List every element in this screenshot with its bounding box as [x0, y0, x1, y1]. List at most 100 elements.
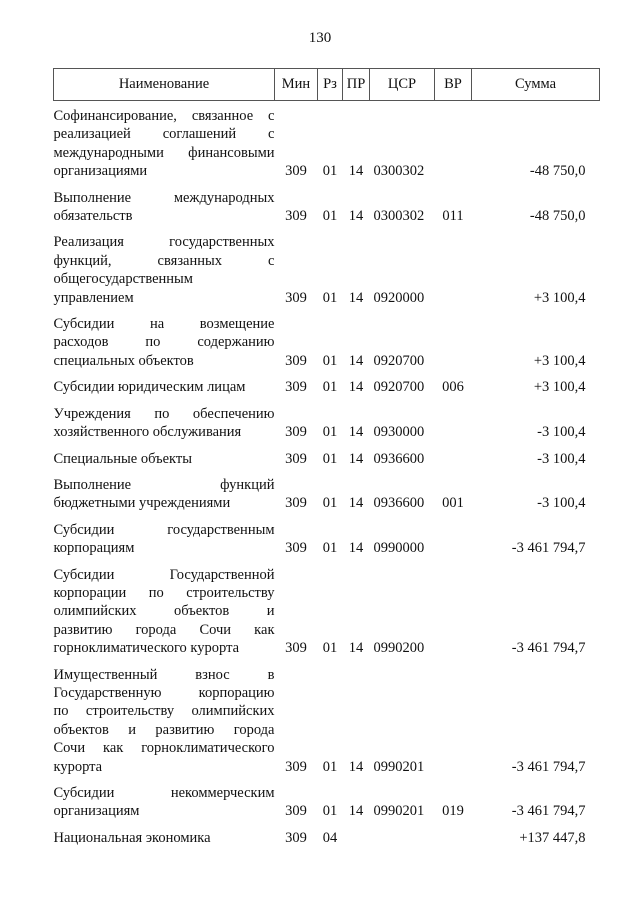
- cell-rz: 01: [322, 495, 338, 512]
- table-row: Имущественный взнос в Государственную кор…: [54, 660, 600, 778]
- row-name-line: горноклиматического курорта: [53, 640, 240, 657]
- row-name-line: обязательств: [53, 208, 133, 225]
- header-sum: Сумма: [471, 68, 600, 101]
- cell-min: 309: [285, 379, 307, 396]
- cell-sum: -48 750,0: [529, 163, 586, 180]
- table-row: Субсидии на возмещение расходов по содерж…: [54, 309, 600, 372]
- row-name-line: Учреждения по обеспечению: [53, 405, 275, 422]
- row-name-line: Субсидии государственным: [53, 521, 275, 538]
- cell-rz: 04: [322, 829, 338, 846]
- row-name-line: международными финансовыми: [53, 144, 275, 161]
- cell-pr: 14: [348, 352, 364, 369]
- row-name: Специальные объекты: [54, 444, 275, 470]
- row-name-line: Специальные объекты: [53, 450, 193, 467]
- cell-min: 309: [285, 495, 307, 512]
- cell-rz: 01: [322, 424, 338, 441]
- cell-pr: 14: [348, 424, 364, 441]
- cell-min: 309: [285, 208, 307, 225]
- header-pr: ПР: [342, 68, 370, 101]
- cell-min: 309: [285, 803, 307, 820]
- cell-csr: 0936600: [373, 495, 425, 512]
- row-name-line: функций, связанных с: [53, 252, 275, 269]
- cell-sum: -3 461 794,7: [511, 803, 586, 820]
- row-name: Имущественный взнос в Государственную кор…: [54, 660, 275, 778]
- row-name: Выполнение функций бюджетными учреждениям…: [54, 470, 275, 515]
- row-name-line: корпорациям: [53, 540, 135, 557]
- cell-csr: 0930000: [373, 424, 425, 441]
- row-name-line: Национальная экономика: [53, 829, 211, 846]
- cell-sum: +3 100,4: [533, 379, 586, 396]
- row-name-line: бюджетными учреждениями: [53, 495, 231, 512]
- cell-pr: 14: [348, 803, 364, 820]
- cell-csr: 0936600: [373, 450, 425, 467]
- header-name: Наименование: [53, 68, 275, 101]
- cell-rz: 01: [322, 803, 338, 820]
- row-name-line: Выполнение функций: [53, 476, 275, 493]
- cell-sum: -3 100,4: [537, 495, 586, 512]
- row-name: Субсидии Государственной корпорации по ст…: [54, 560, 275, 660]
- row-name-line: общегосударственным: [53, 271, 193, 288]
- table-row: Субсидии юридическим лицам 309 01 14 0920700…: [54, 372, 600, 398]
- cell-sum: -3 100,4: [537, 424, 586, 441]
- cell-csr: 0990000: [373, 540, 425, 557]
- table-row: Выполнение международных обязательств 309 0…: [54, 183, 600, 228]
- cell-csr: 0920700: [373, 379, 425, 396]
- cell-rz: 01: [322, 208, 338, 225]
- row-name: Выполнение международных обязательств: [54, 183, 275, 228]
- row-name-line: Реализация государственных: [53, 234, 275, 251]
- cell-min: 309: [285, 640, 307, 657]
- cell-csr: 0990200: [373, 640, 425, 657]
- cell-rz: 01: [322, 450, 338, 467]
- cell-rz: 01: [322, 640, 338, 657]
- cell-vr: [435, 515, 472, 560]
- row-name: Субсидии юридическим лицам: [54, 372, 275, 398]
- row-name-line: организациям: [53, 803, 140, 820]
- row-name: Учреждения по обеспечению хозяйственного …: [54, 399, 275, 444]
- table-row: Учреждения по обеспечению хозяйственного …: [54, 399, 600, 444]
- cell-pr: 14: [348, 450, 364, 467]
- row-name-line: по строительству олимпийских: [53, 703, 275, 720]
- cell-csr: 0990201: [373, 758, 425, 775]
- row-name-line: расходов по содержанию: [53, 334, 275, 351]
- row-name: Софинансирование, связанное с реализацией…: [54, 101, 275, 183]
- row-name-line: Софинансирование, связанное с: [53, 108, 275, 124]
- cell-vr: [435, 399, 472, 444]
- cell-sum: +3 100,4: [533, 289, 586, 306]
- table-row: Субсидии государственным корпорациям 309 01…: [54, 515, 600, 560]
- table-row: Выполнение функций бюджетными учреждениям…: [54, 470, 600, 515]
- row-name-line: хозяйственного обслуживания: [53, 424, 242, 441]
- cell-vr: [435, 823, 472, 849]
- table-row: Субсидии некоммерческим организациям 309 01…: [54, 778, 600, 823]
- cell-min: 309: [285, 352, 307, 369]
- cell-csr: [370, 823, 435, 849]
- cell-sum: -3 461 794,7: [511, 640, 586, 657]
- cell-rz: 01: [322, 540, 338, 557]
- cell-rz: 01: [322, 758, 338, 775]
- page-number: 130: [308, 30, 332, 46]
- cell-vr: 001: [442, 495, 464, 512]
- cell-vr: [435, 309, 472, 372]
- cell-min: 309: [285, 163, 307, 180]
- row-name-line: Государственную корпорацию: [53, 684, 275, 701]
- row-name-line: реализацией соглашений с: [53, 126, 275, 143]
- cell-csr: 0990201: [373, 803, 425, 820]
- cell-min: 309: [285, 289, 307, 306]
- cell-sum: -3 100,4: [537, 450, 586, 467]
- table-row: Специальные объекты 309 01 14 0936600 -3 100,…: [54, 444, 600, 470]
- table-row: Субсидии Государственной корпорации по ст…: [54, 560, 600, 660]
- cell-rz: 01: [322, 289, 338, 306]
- row-name-line: Сочи как горноклиматического: [53, 740, 275, 757]
- table-row: Национальная экономика 309 04 +137 447,8: [54, 823, 600, 849]
- header-vr: ВР: [434, 68, 472, 101]
- cell-sum: -3 461 794,7: [511, 758, 586, 775]
- cell-sum: -3 461 794,7: [511, 540, 586, 557]
- cell-pr: 14: [348, 163, 364, 180]
- header-min: Мин: [274, 68, 318, 101]
- row-name: Субсидии некоммерческим организациям: [54, 778, 275, 823]
- cell-rz: 01: [322, 163, 338, 180]
- cell-pr: 14: [348, 379, 364, 396]
- row-name-line: развитию города Сочи как: [53, 621, 275, 638]
- cell-pr: 14: [348, 758, 364, 775]
- row-name: Национальная экономика: [54, 823, 275, 849]
- row-name-line: Субсидии некоммерческим: [53, 785, 275, 801]
